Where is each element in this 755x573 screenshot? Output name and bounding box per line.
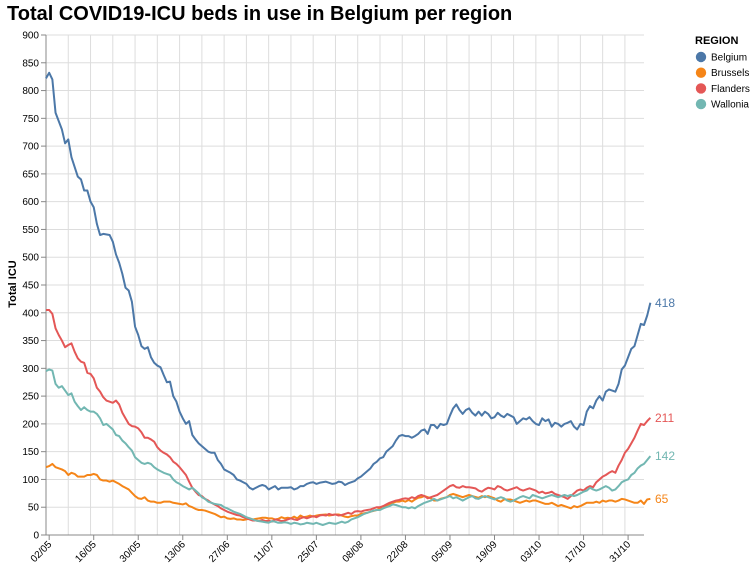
y-tick-label: 300	[22, 364, 39, 375]
x-tick-label: 08/08	[341, 539, 367, 565]
legend-label-brussels: Brussels	[711, 68, 749, 79]
legend-swatch-belgium	[695, 51, 707, 63]
y-tick-label: 350	[22, 336, 39, 347]
y-tick-label: 250	[22, 392, 39, 403]
legend-label-flanders: Flanders	[711, 84, 750, 95]
legend-swatch-flanders	[695, 83, 707, 94]
x-tick-label: 05/09	[430, 539, 456, 565]
y-tick-label: 50	[28, 503, 40, 514]
x-tick-label: 30/05	[118, 539, 144, 565]
y-tick-label: 850	[22, 58, 39, 69]
end-label-brussels: 65	[655, 492, 669, 506]
x-tick-label: 25/07	[296, 539, 322, 565]
x-tick-label: 16/05	[73, 539, 99, 565]
legend-title: REGION	[695, 35, 738, 47]
legend-swatch-wallonia	[695, 98, 707, 110]
legend-label-belgium: Belgium	[711, 53, 747, 64]
series-line-wallonia	[45, 368, 652, 526]
x-tick-label: 31/10	[608, 539, 634, 565]
y-tick-label: 400	[22, 308, 39, 319]
end-label-flanders: 211	[655, 411, 674, 425]
end-label-wallonia: 142	[655, 449, 675, 463]
y-tick-label: 750	[22, 114, 39, 125]
end-label-belgium: 418	[655, 296, 675, 310]
x-tick-label: 11/07	[252, 539, 277, 564]
y-tick-label: 100	[22, 475, 39, 486]
x-tick-label: 03/10	[519, 539, 545, 565]
legend-label-wallonia: Wallonia	[711, 100, 749, 111]
y-tick-label: 800	[22, 86, 39, 97]
grid	[45, 34, 644, 536]
series-line-flanders	[46, 309, 652, 523]
y-tick-label: 450	[22, 281, 39, 292]
end-labels: 418 65 211 142	[655, 296, 675, 506]
y-tick-label: 550	[22, 225, 39, 236]
x-tick-label: 22/08	[385, 539, 411, 565]
x-tick-label: 02/05	[29, 539, 55, 565]
series-line-belgium	[45, 71, 652, 491]
y-tick-label: 650	[22, 169, 39, 180]
series-lines	[45, 71, 652, 526]
chart-title: Total COVID19-ICU beds in use in Belgium…	[7, 3, 513, 25]
x-tick-label: 27/06	[207, 539, 233, 565]
x-tick-label: 17/10	[563, 539, 589, 565]
x-tick-label: 19/09	[474, 539, 500, 565]
y-tick-label: 600	[22, 197, 39, 208]
y-tick-label: 900	[22, 31, 39, 42]
legend: REGION Belgium Brussels Flanders Wallonia	[695, 35, 750, 111]
y-tick-label: 0	[33, 531, 39, 542]
y-axis-label: Total ICU	[7, 260, 19, 308]
x-tick-label: 13/06	[162, 539, 188, 565]
series-line-brussels	[45, 462, 651, 521]
legend-swatch-brussels	[695, 67, 707, 78]
y-tick-label: 200	[22, 419, 39, 430]
y-tick-label: 150	[22, 447, 39, 458]
y-tick-label: 700	[22, 142, 39, 153]
y-tick-label: 500	[22, 253, 39, 264]
